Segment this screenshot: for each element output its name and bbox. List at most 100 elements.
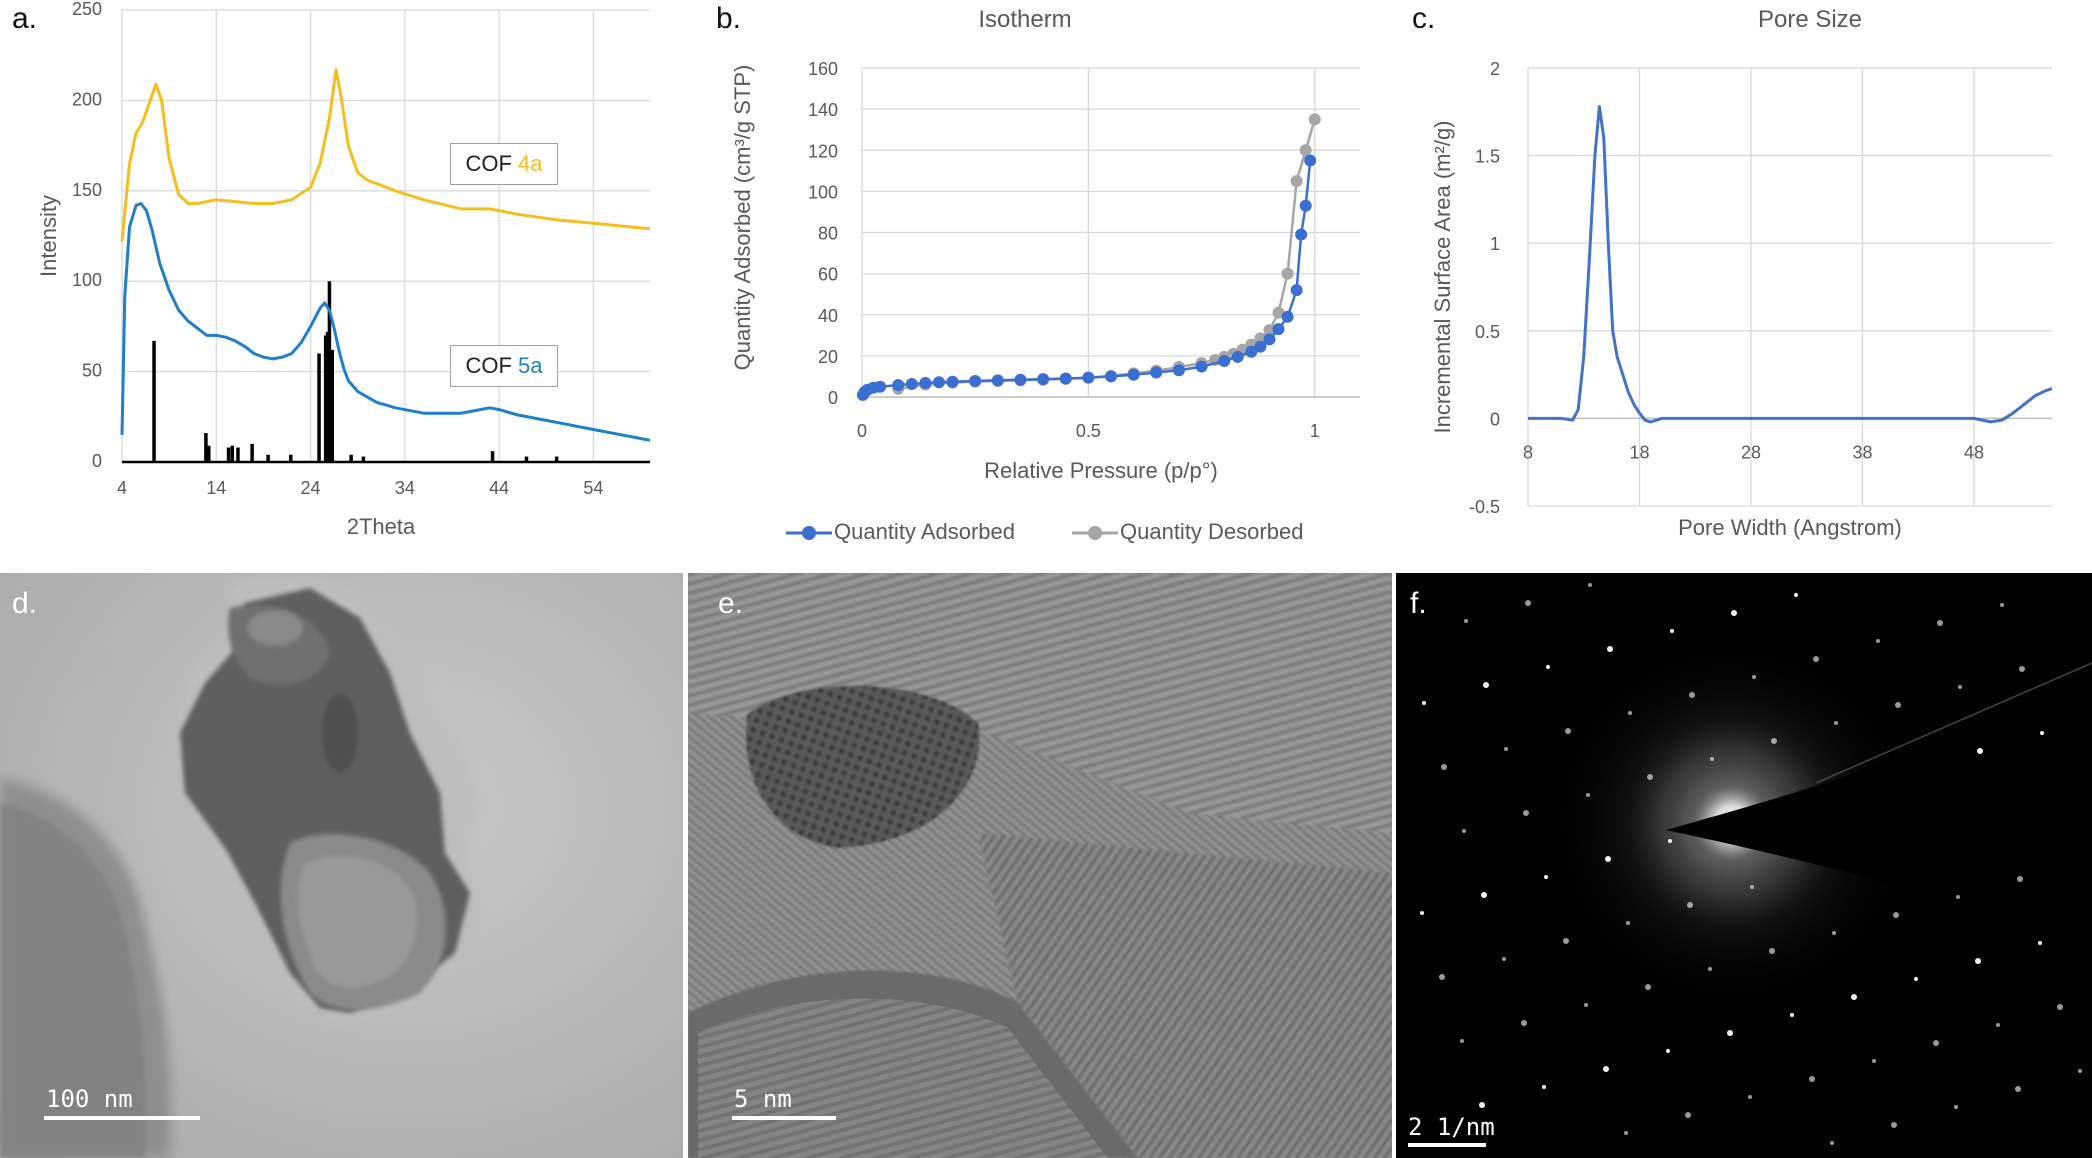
x-tick-label: 54: [583, 478, 603, 498]
adsorbed-point: [1127, 368, 1140, 381]
diffraction-spot: [1464, 619, 1468, 623]
cof-4a-line: [120, 68, 651, 242]
diffraction-spot: [1975, 958, 1981, 964]
diffraction-spot: [1670, 629, 1674, 633]
y-tick-label: 80: [818, 224, 838, 244]
adsorbed-point: [919, 377, 932, 390]
y-tick-label: 150: [72, 180, 102, 200]
diffraction-spot: [1626, 921, 1630, 925]
diffraction-spot: [1523, 810, 1529, 816]
diffraction-spot: [1832, 931, 1836, 935]
diffraction-spot: [1750, 885, 1754, 889]
diffraction-pattern-drawing: [1396, 573, 2092, 1158]
y-tick-label: 50: [82, 361, 102, 381]
diffraction-spot: [1876, 639, 1880, 643]
diffraction-spot: [1956, 895, 1960, 899]
adsorbed-point: [1231, 350, 1244, 363]
diffraction-spot: [1895, 702, 1901, 708]
tem-particle-drawing: [0, 573, 683, 1158]
diffraction-spot: [1710, 757, 1714, 761]
panel-f-saed-image: f. 2 1/nm: [1396, 573, 2092, 1158]
adsorbed-point: [1218, 355, 1231, 368]
cof-5a-line: [120, 202, 651, 442]
cof-5a-label-box: COF 5a: [450, 345, 558, 387]
x-tick-label: 0.5: [1076, 421, 1101, 441]
legend-desorbed-label: Quantity Desorbed: [1120, 519, 1304, 544]
diffraction-spot: [1422, 701, 1426, 705]
y-tick-label: 20: [818, 347, 838, 367]
adsorbed-point: [1037, 373, 1050, 386]
panel-c: c. Pore Size -0.5 0 0.5 1 1.5 2 8 18 28 38 48 Pore …: [1390, 0, 2092, 570]
diffraction-spot: [1586, 793, 1590, 797]
y-tick-label: -0.5: [1469, 497, 1500, 517]
diffraction-spot: [2057, 1004, 2063, 1010]
y-axis-label: Incremental Surface Area (m²/g): [1430, 120, 1455, 433]
diffraction-spot: [1584, 1003, 1588, 1007]
diffraction-spot: [1607, 646, 1613, 652]
desorbed-point: [1308, 113, 1321, 126]
legend-desorbed-marker: [1072, 526, 1118, 540]
diffraction-spot: [1958, 685, 1962, 689]
isotherm-chart-title: Isotherm: [978, 6, 1072, 33]
diffraction-spot: [1790, 1013, 1794, 1017]
diffraction-spot: [1563, 938, 1569, 944]
x-tick-label: 4: [117, 478, 127, 498]
desorbed-point: [1272, 306, 1285, 319]
diffraction-spot: [2015, 1086, 2021, 1092]
panel-c-letter: c.: [1412, 2, 1436, 35]
diffraction-spot: [1708, 967, 1712, 971]
y-tick-label: 200: [72, 89, 102, 109]
diffraction-spot: [1628, 711, 1632, 715]
panel-a: a. 0 50 100 150 200 250 4 14 24 34 44 54 2Theta Inten…: [0, 0, 660, 570]
y-axis-label: Quantity Adsorbed (cm³/g STP): [730, 65, 755, 371]
adsorbed-point: [1105, 370, 1117, 383]
diffraction-spot: [2019, 666, 2025, 672]
y-tick-label: 0.5: [1475, 322, 1500, 342]
x-tick-label: 24: [301, 478, 321, 498]
diffraction-spot: [1460, 1039, 1464, 1043]
diffraction-spot: [1504, 747, 1508, 751]
diffraction-spot: [1752, 675, 1756, 679]
desorbed-point: [1290, 175, 1303, 188]
adsorbed-point: [1295, 228, 1308, 241]
isotherm-chart: 0 20 40 60 80 100 120 140 160 0 0.5 1 Relative Press…: [730, 59, 1360, 483]
diffraction-spot: [1748, 1095, 1752, 1099]
diffraction-spot: [1462, 829, 1466, 833]
diffraction-spot: [1830, 1141, 1834, 1145]
diffraction-spot: [1809, 1076, 1815, 1082]
diffraction-spot: [1891, 1122, 1897, 1128]
diffraction-spot: [1954, 1105, 1958, 1109]
adsorbed-point: [1254, 340, 1267, 353]
y-tick-label: 40: [818, 306, 838, 326]
diffraction-spot: [2078, 1069, 2082, 1073]
adsorbed-point: [1172, 364, 1185, 377]
adsorbed-point: [969, 374, 982, 387]
y-tick-label: 0: [92, 451, 102, 471]
diffraction-spot: [1771, 738, 1777, 744]
panel-e-scale-bar: [732, 1116, 836, 1120]
adsorbed-point: [1272, 323, 1285, 336]
xrd-chart: 0 50 100 150 200 250 4 14 24 34 44 54 2Theta Intensit…: [36, 0, 651, 539]
y-tick-label: 1.5: [1475, 147, 1500, 167]
panel-f-letter: f.: [1410, 587, 1427, 620]
diffraction-spot: [1996, 1023, 2000, 1027]
x-tick-label: 18: [1629, 442, 1649, 462]
diffraction-spot: [1588, 583, 1592, 587]
pore-size-line: [1528, 105, 2053, 424]
diffraction-spot: [1727, 1030, 1733, 1036]
diffraction-spot: [1731, 610, 1737, 616]
diffraction-spot: [1687, 902, 1693, 908]
adsorbed-point: [892, 379, 905, 392]
y-axis-label: Intensity: [36, 195, 61, 277]
y-tick-label: 0: [1490, 409, 1500, 429]
panel-e-scale-label: 5 nm: [734, 1085, 792, 1113]
panel-f-scale-label: 2 1/nm: [1408, 1113, 1495, 1141]
diffraction-spot: [1645, 984, 1651, 990]
diffraction-spot: [1542, 1085, 1546, 1089]
desorbed-point: [1299, 144, 1312, 157]
y-tick-label: 120: [808, 141, 838, 161]
cof-4a-label-prefix: COF: [465, 151, 519, 176]
x-tick-label: 48: [1964, 442, 1984, 462]
diffraction-spot: [1565, 728, 1571, 734]
